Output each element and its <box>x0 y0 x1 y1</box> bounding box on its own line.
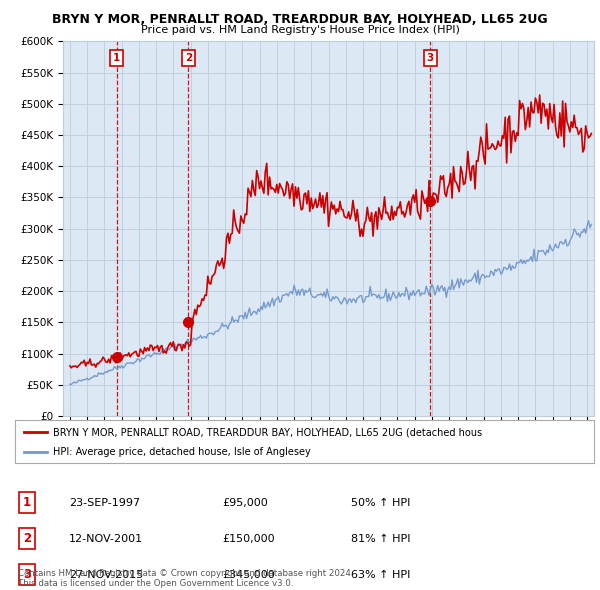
Text: 2: 2 <box>23 532 31 545</box>
Text: Contains HM Land Registry data © Crown copyright and database right 2024.
This d: Contains HM Land Registry data © Crown c… <box>18 569 353 588</box>
Text: 23-SEP-1997: 23-SEP-1997 <box>69 498 140 507</box>
Text: 3: 3 <box>23 568 31 581</box>
Text: BRYN Y MOR, PENRALLT ROAD, TREARDDUR BAY, HOLYHEAD, LL65 2UG: BRYN Y MOR, PENRALLT ROAD, TREARDDUR BAY… <box>52 13 548 26</box>
Text: 50% ↑ HPI: 50% ↑ HPI <box>351 498 410 507</box>
Text: 1: 1 <box>113 53 121 63</box>
Text: 27-NOV-2015: 27-NOV-2015 <box>69 570 143 579</box>
Text: 1: 1 <box>23 496 31 509</box>
Text: 81% ↑ HPI: 81% ↑ HPI <box>351 534 410 543</box>
Text: £150,000: £150,000 <box>222 534 275 543</box>
Text: £345,000: £345,000 <box>222 570 275 579</box>
Text: 12-NOV-2001: 12-NOV-2001 <box>69 534 143 543</box>
Text: 3: 3 <box>427 53 434 63</box>
Text: HPI: Average price, detached house, Isle of Anglesey: HPI: Average price, detached house, Isle… <box>53 447 310 457</box>
Text: 63% ↑ HPI: 63% ↑ HPI <box>351 570 410 579</box>
Text: £95,000: £95,000 <box>222 498 268 507</box>
Text: BRYN Y MOR, PENRALLT ROAD, TREARDDUR BAY, HOLYHEAD, LL65 2UG (detached hous: BRYN Y MOR, PENRALLT ROAD, TREARDDUR BAY… <box>53 427 482 437</box>
Text: 2: 2 <box>185 53 192 63</box>
Text: Price paid vs. HM Land Registry's House Price Index (HPI): Price paid vs. HM Land Registry's House … <box>140 25 460 35</box>
